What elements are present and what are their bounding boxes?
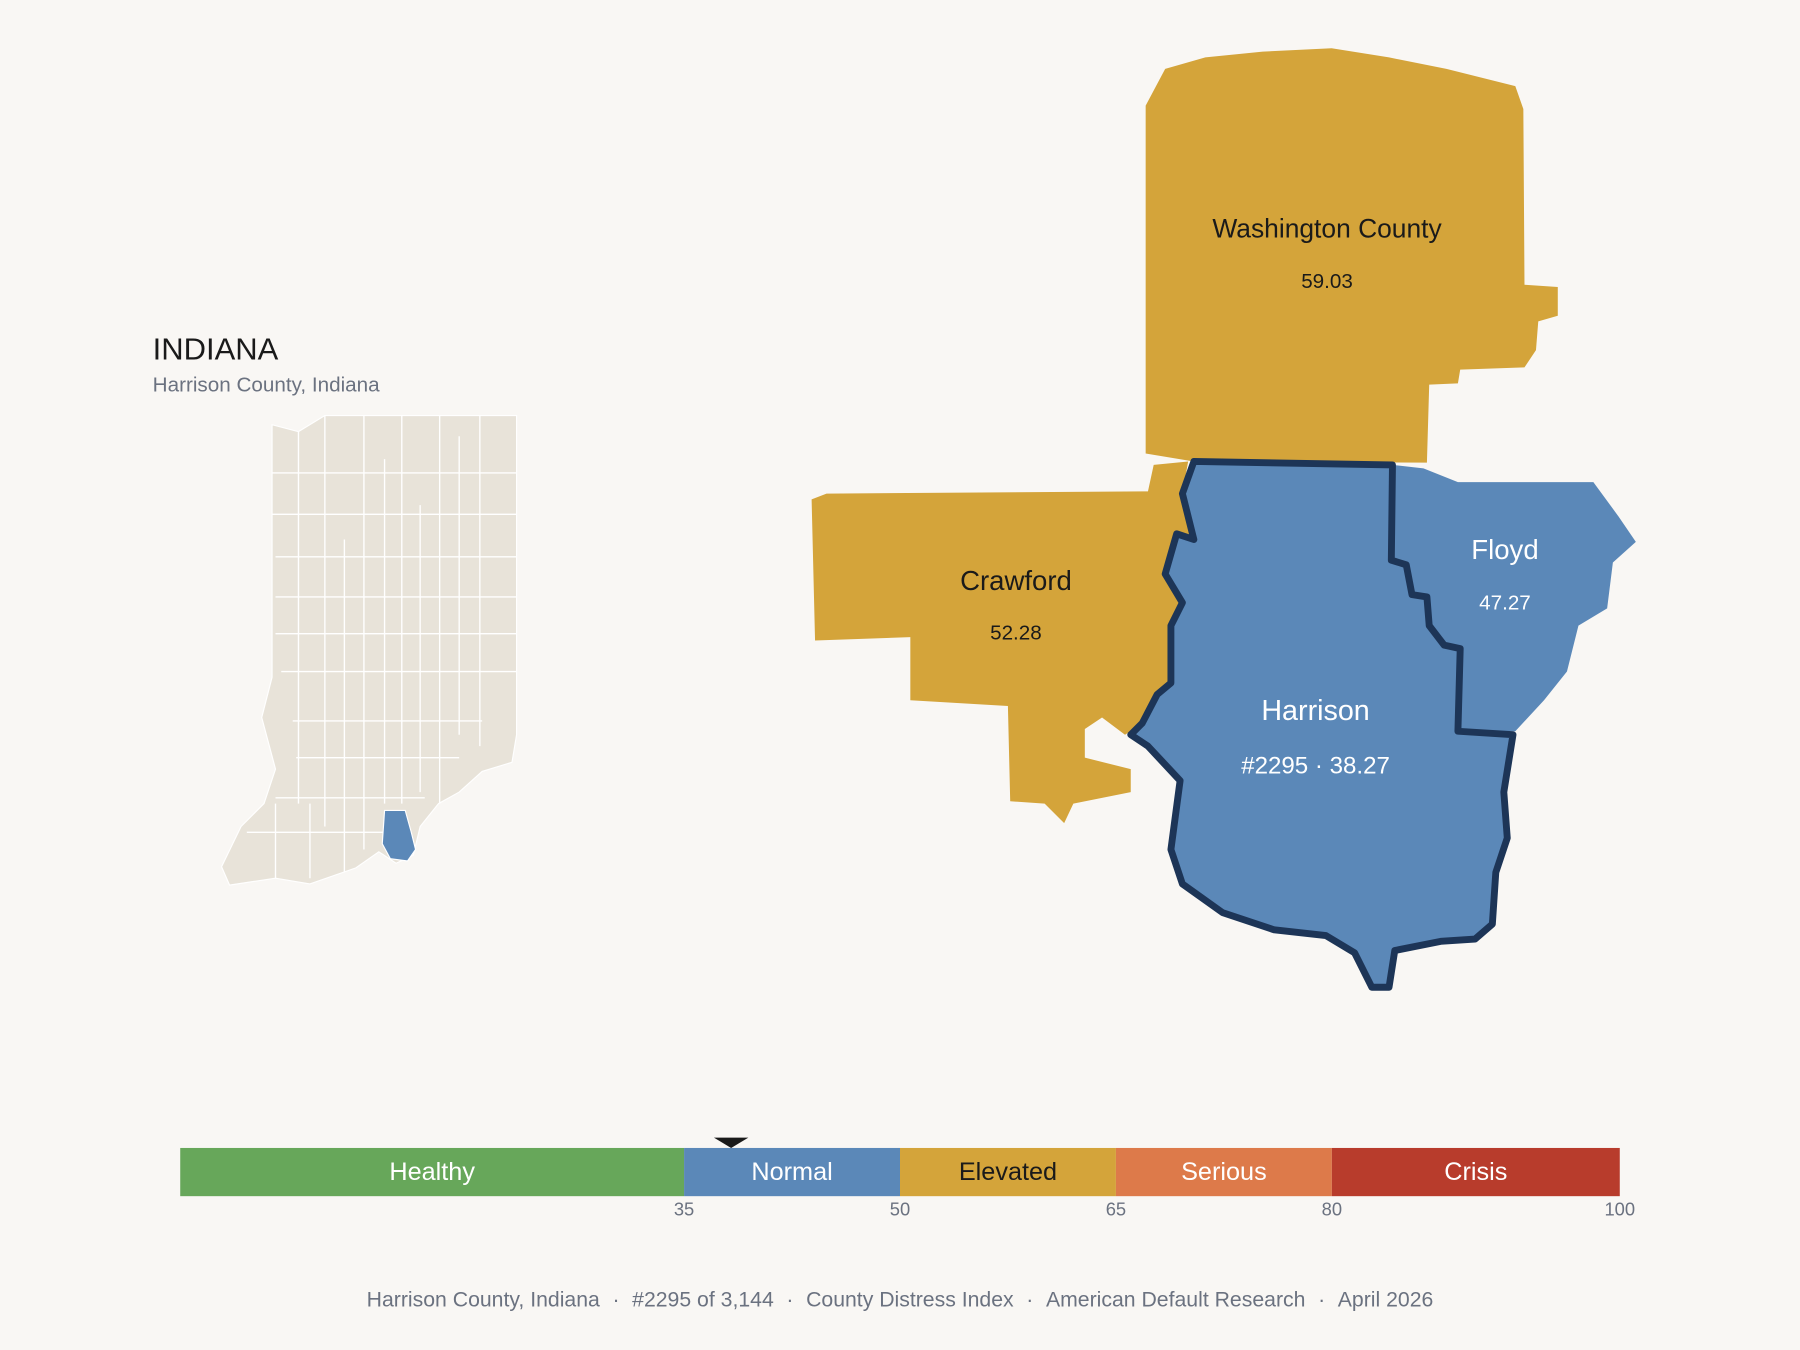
scale-band [180, 1147, 685, 1197]
footer-separator: · [786, 1288, 793, 1311]
scale-tick-label: 50 [890, 1199, 910, 1220]
scale-band [1331, 1147, 1620, 1197]
scale-tick-label: 100 [1604, 1199, 1635, 1220]
county-shape [1391, 464, 1636, 732]
footer-separator: · [1318, 1288, 1325, 1311]
county-score: 52.28 [990, 621, 1042, 644]
scale-band [900, 1147, 1116, 1197]
scale-tick-label: 80 [1322, 1199, 1342, 1220]
inset-harrison [381, 809, 417, 862]
county-score: #2295 · 38.27 [1241, 753, 1390, 780]
county-name: Harrison [1261, 695, 1369, 727]
distress-scale: Healthy Normal Elevated Serious Crisis 35 50 65… [180, 1137, 1635, 1220]
county-name: Washington County [1212, 214, 1442, 244]
footer-separator: · [612, 1288, 619, 1311]
indiana-shape [220, 414, 518, 886]
county-shape-selected [1127, 458, 1517, 991]
county-lines [246, 415, 517, 879]
footer-item: American Default Research [1046, 1288, 1305, 1311]
scale-tick-label: 35 [674, 1199, 694, 1220]
footer-item: #2295 of 3,144 [632, 1288, 774, 1311]
county-name: Crawford [960, 565, 1072, 596]
county-shape [811, 461, 1194, 824]
footer-item: Harrison County, Indiana [367, 1288, 600, 1311]
county-score: 47.27 [1479, 592, 1531, 615]
footer-item: April 2026 [1338, 1288, 1434, 1311]
scale-band-label: Elevated [959, 1158, 1057, 1186]
scale-band-label: Healthy [389, 1158, 475, 1186]
scale-band-label: Serious [1181, 1158, 1267, 1186]
county-score: 59.03 [1301, 270, 1353, 293]
county-shape [1145, 48, 1558, 463]
county-labels: Washington County 59.03 Crawford 52.28 F… [960, 214, 1539, 780]
inset-subtitle: Harrison County, Indiana [153, 373, 380, 396]
indiana-inset [220, 414, 518, 886]
scale-marker [713, 1137, 749, 1148]
county-map [811, 48, 1636, 991]
footer-item: County Distress Index [806, 1288, 1014, 1311]
scale-band-label: Crisis [1444, 1158, 1507, 1186]
scale-tick-label: 65 [1106, 1199, 1126, 1220]
county-name: Floyd [1471, 534, 1538, 565]
footer: Harrison County, Indiana · #2295 of 3,144 ·… [367, 1288, 1434, 1311]
footer-separator: · [1026, 1288, 1033, 1311]
scale-band-label: Normal [751, 1158, 832, 1186]
scale-band [1115, 1147, 1332, 1197]
inset-title: INDIANA [153, 331, 279, 366]
scale-band [684, 1147, 900, 1197]
